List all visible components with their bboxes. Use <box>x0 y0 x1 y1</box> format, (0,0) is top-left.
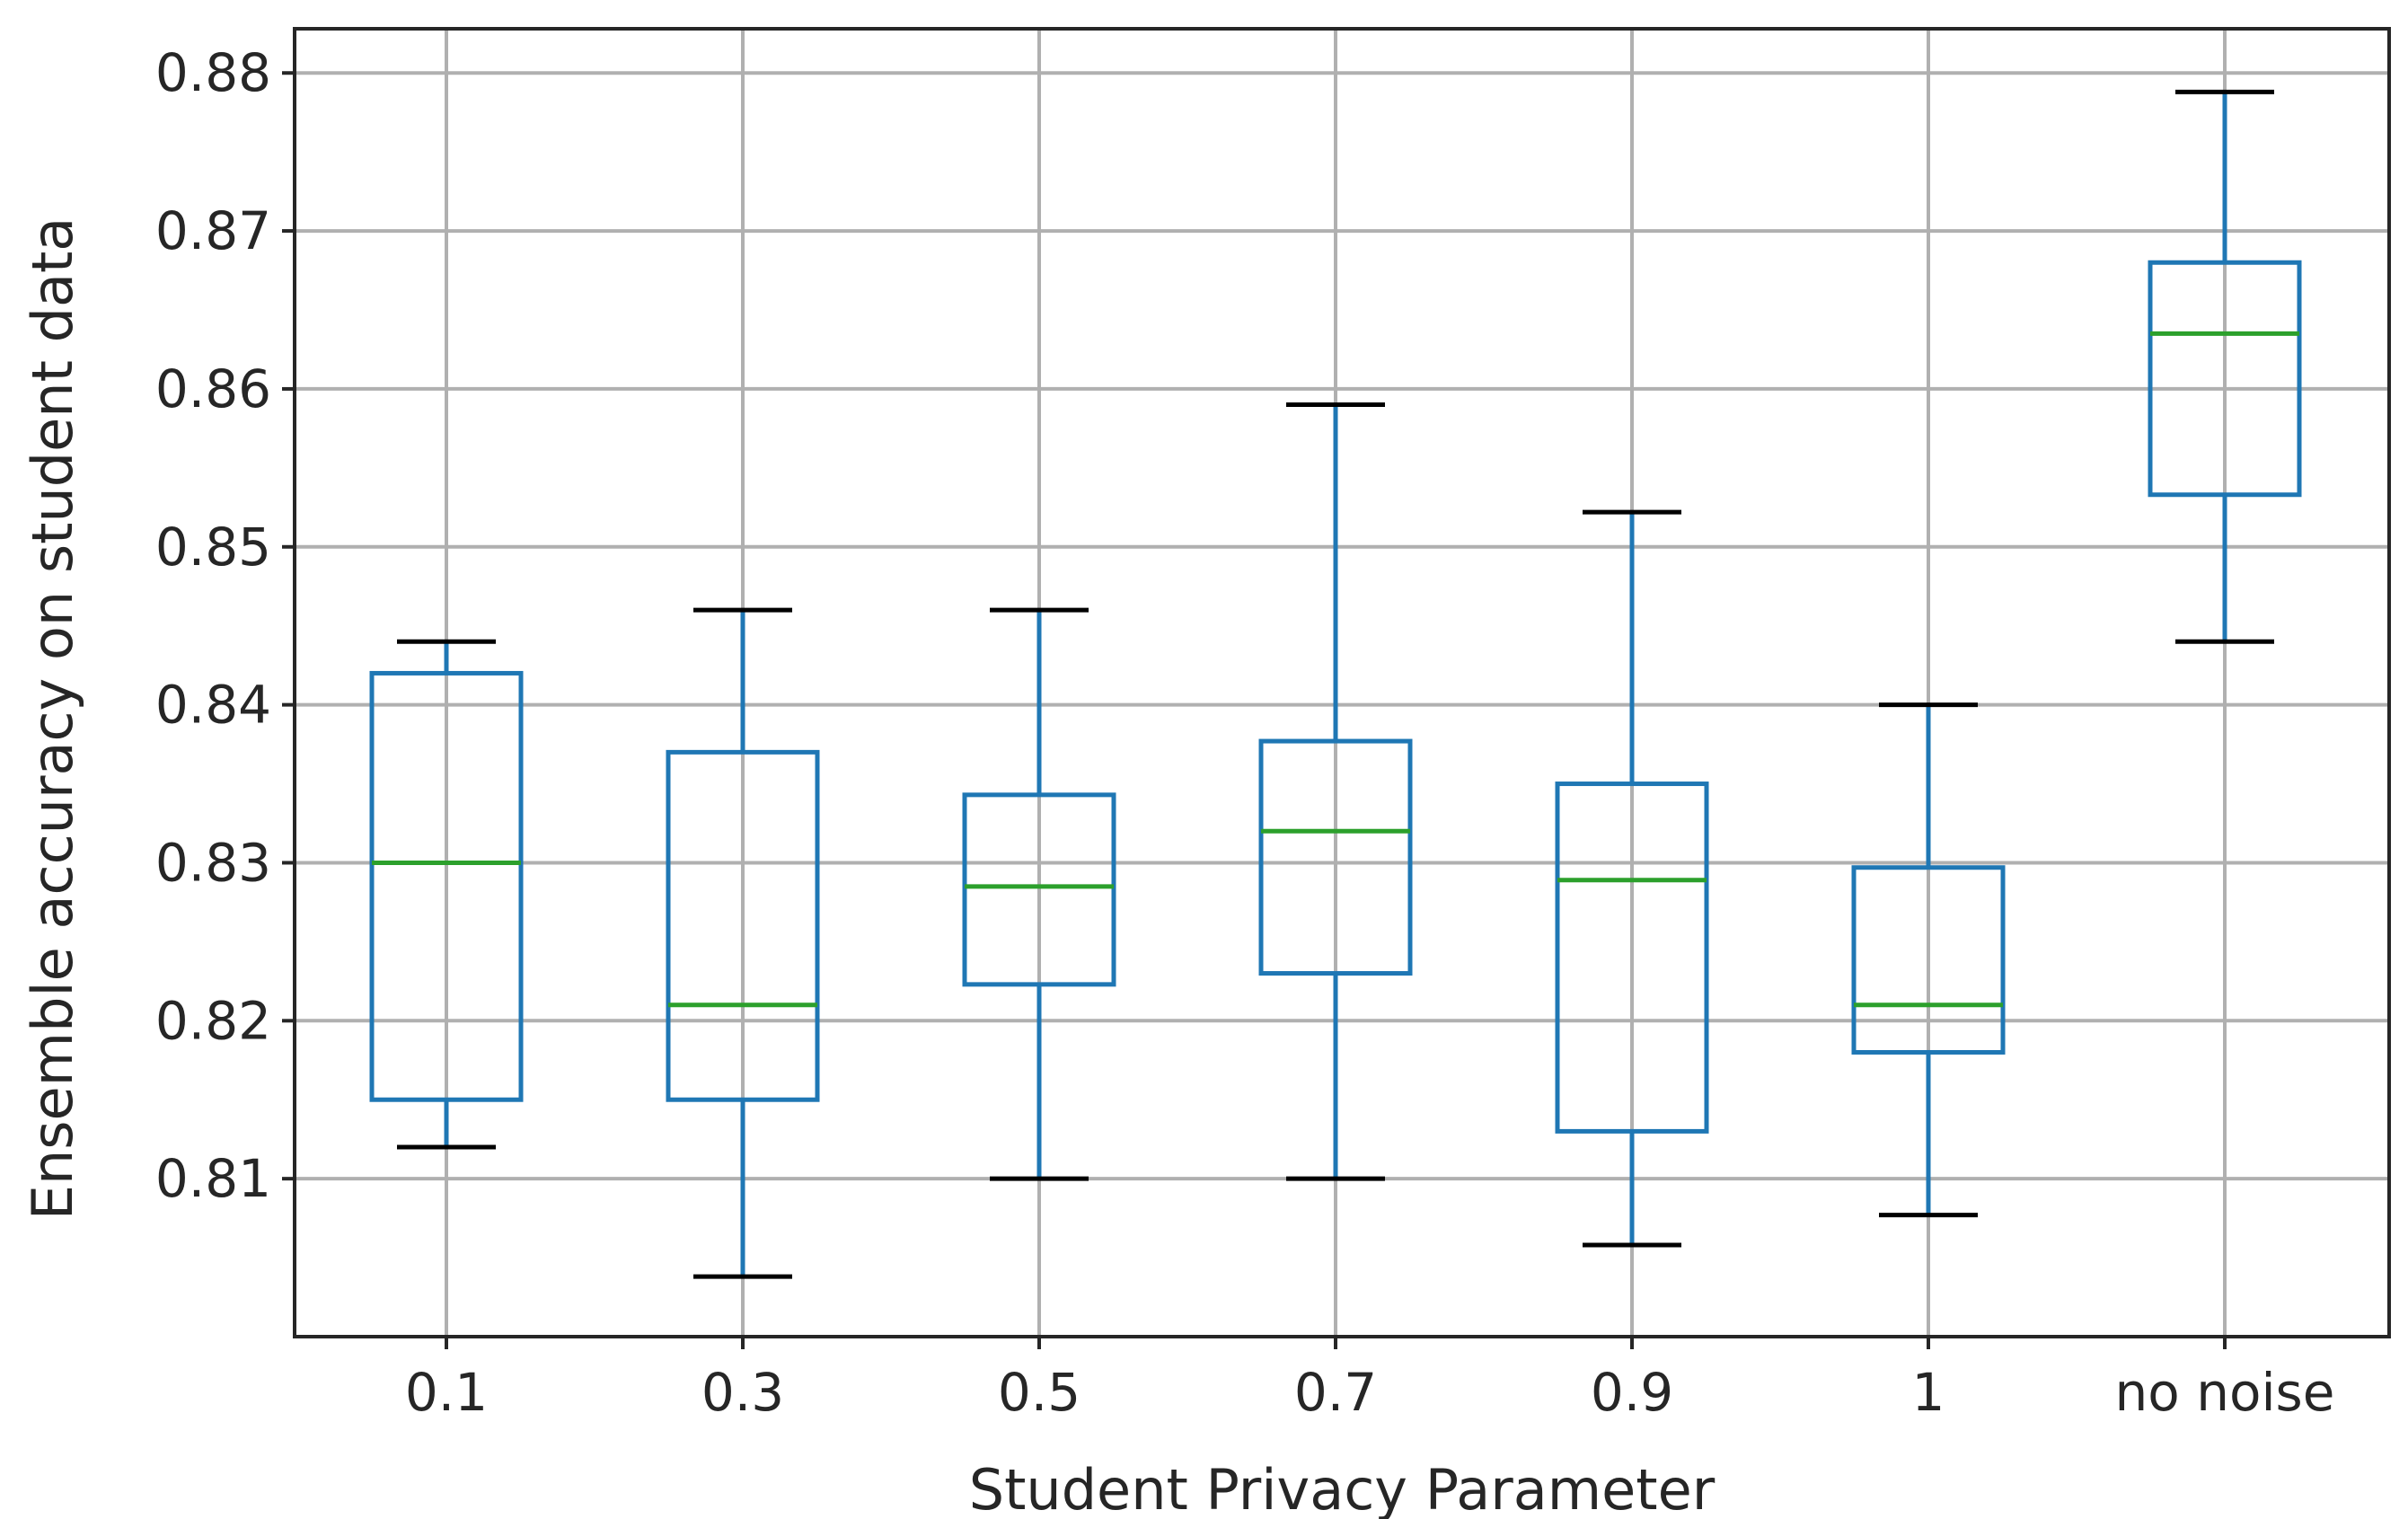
x-tick-label: 0.3 <box>701 1362 784 1423</box>
y-tick-label: 0.81 <box>155 1148 271 1209</box>
iqr-box <box>1258 738 1413 976</box>
y-tick-label: 0.88 <box>155 42 271 103</box>
plot-frame <box>293 27 2391 1338</box>
x-tick-label: no noise <box>2115 1362 2335 1423</box>
y-tick-label: 0.84 <box>155 675 271 736</box>
iqr-box <box>1851 865 2006 1055</box>
box-0.1 <box>369 639 524 1150</box>
box-series <box>369 89 2302 1279</box>
iqr-box <box>2148 260 2302 498</box>
x-axis-title: Student Privacy Parameter <box>969 1457 1716 1519</box>
box-0.5 <box>962 607 1116 1181</box>
y-tick-label: 0.86 <box>155 358 271 419</box>
axis-ticks: 0.81 0.82 0.83 0.84 0.85 0.86 0.87 0.88 0.1 0.3 0.… <box>155 42 2335 1423</box>
box-0.7 <box>1258 402 1413 1181</box>
box-1 <box>1851 702 2006 1218</box>
box-no-noise <box>2148 89 2302 644</box>
y-tick-label: 0.83 <box>155 832 271 893</box>
x-tick-label: 1 <box>1912 1362 1945 1423</box>
y-tick-label: 0.85 <box>155 517 271 578</box>
y-tick-label: 0.87 <box>155 200 271 261</box>
box-0.9 <box>1555 509 1709 1248</box>
iqr-box <box>1555 782 1709 1134</box>
iqr-box <box>369 670 524 1102</box>
x-tick-label: 0.7 <box>1294 1362 1377 1423</box>
y-axis-title: Ensemble accuracy on student data <box>20 217 85 1220</box>
box-0.3 <box>666 607 820 1279</box>
iqr-box <box>962 792 1116 987</box>
y-tick-label: 0.82 <box>155 990 271 1051</box>
x-tick-label: 0.9 <box>1591 1362 1673 1423</box>
x-tick-label: 0.1 <box>405 1362 488 1423</box>
iqr-box <box>666 749 820 1102</box>
x-tick-label: 0.5 <box>998 1362 1081 1423</box>
